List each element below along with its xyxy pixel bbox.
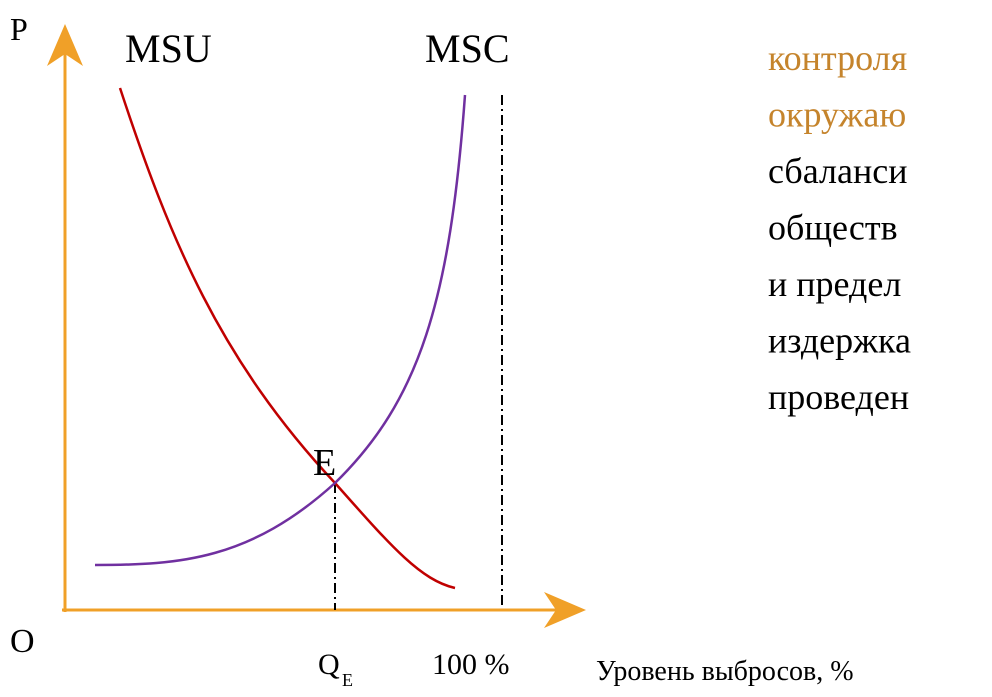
side-line: контроля [768,38,907,78]
msu-curve [118,87,456,590]
msc-curve [94,94,467,567]
y-label: P [10,11,28,47]
side-line: издержка [768,321,911,361]
side-line: сбаланси [768,151,907,191]
side-line: и предел [768,264,901,304]
side-line: обществ [768,208,898,248]
side-text: контроля окружаю сбаланси обществ и предел из… [768,38,911,417]
msc-label: MSC [425,26,510,71]
max-label: 100 % [432,648,510,681]
x-title: Уровень выбросов, % [596,656,854,687]
msu-label: MSU [125,26,212,71]
side-line: окружаю [768,95,906,135]
side-line: проведен [768,377,909,417]
origin-label: O [10,623,35,660]
e-label: E [313,442,336,484]
q-label: Q [318,648,340,681]
q-sub: E [342,670,353,690]
